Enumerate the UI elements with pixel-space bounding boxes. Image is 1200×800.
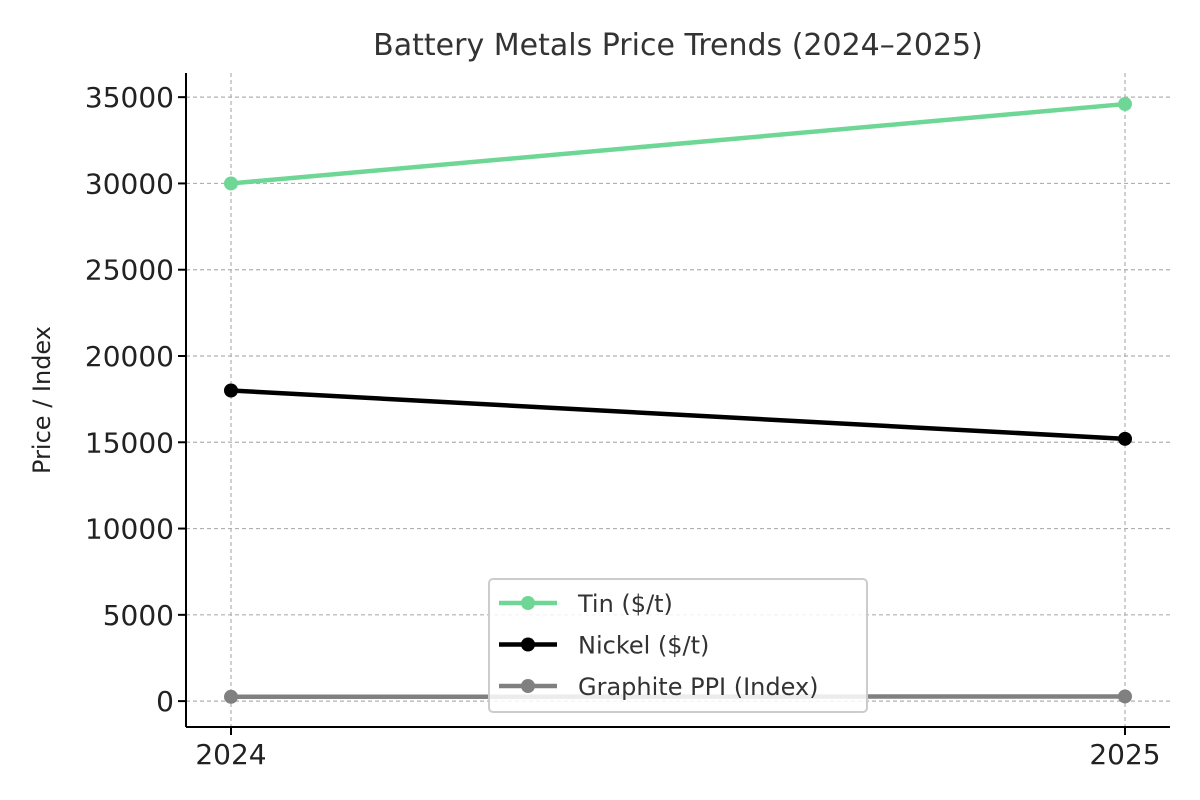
- series-0: [224, 97, 1132, 191]
- y-axis-title: Price / Index: [28, 326, 56, 474]
- x-tick-label: 2024: [195, 738, 266, 771]
- data-point: [224, 689, 238, 704]
- legend-item: Nickel ($/t): [499, 632, 709, 660]
- legend-label: Nickel ($/t): [578, 632, 709, 660]
- y-tick-label: 15000: [85, 426, 174, 459]
- axes: [185, 73, 1170, 728]
- legend-box: [488, 578, 868, 713]
- series-line: [228, 101, 1128, 186]
- legend-item: Graphite PPI (Index): [499, 673, 819, 701]
- data-point: [224, 383, 238, 398]
- legend-marker: [521, 679, 535, 693]
- data-point: [224, 176, 238, 191]
- y-tick-label: 30000: [85, 167, 174, 200]
- x-tick-label: 2025: [1089, 738, 1160, 771]
- data-point: [1118, 431, 1132, 446]
- legend-items: Tin ($/t) Nickel ($/t) Graphite PPI (Index…: [499, 590, 819, 701]
- data-point: [1118, 689, 1132, 704]
- series-line: [228, 388, 1128, 442]
- legend-item: Tin ($/t): [499, 590, 673, 618]
- y-tick-label: 25000: [85, 254, 174, 287]
- legend-marker: [521, 637, 535, 652]
- y-tick-label: 0: [156, 685, 174, 718]
- y-tick-label: 20000: [85, 340, 174, 373]
- series-1: [224, 383, 1132, 446]
- y-tick-label: 10000: [85, 513, 174, 546]
- legend: Tin ($/t) Nickel ($/t) Graphite PPI (Index…: [488, 578, 868, 713]
- legend-marker: [521, 596, 535, 610]
- data-point: [1118, 97, 1132, 112]
- y-tick-label: 5000: [103, 599, 174, 632]
- y-tick-label: 35000: [85, 81, 174, 114]
- tick-labels: 0 5000 10000 15000 20000 25000 30000 35000 2024 2…: [85, 81, 1161, 771]
- chart-title: Battery Metals Price Trends (2024–2025): [373, 28, 983, 63]
- grid: [186, 73, 1170, 727]
- legend-label: Tin ($/t): [577, 590, 673, 618]
- legend-label: Graphite PPI (Index): [578, 673, 819, 701]
